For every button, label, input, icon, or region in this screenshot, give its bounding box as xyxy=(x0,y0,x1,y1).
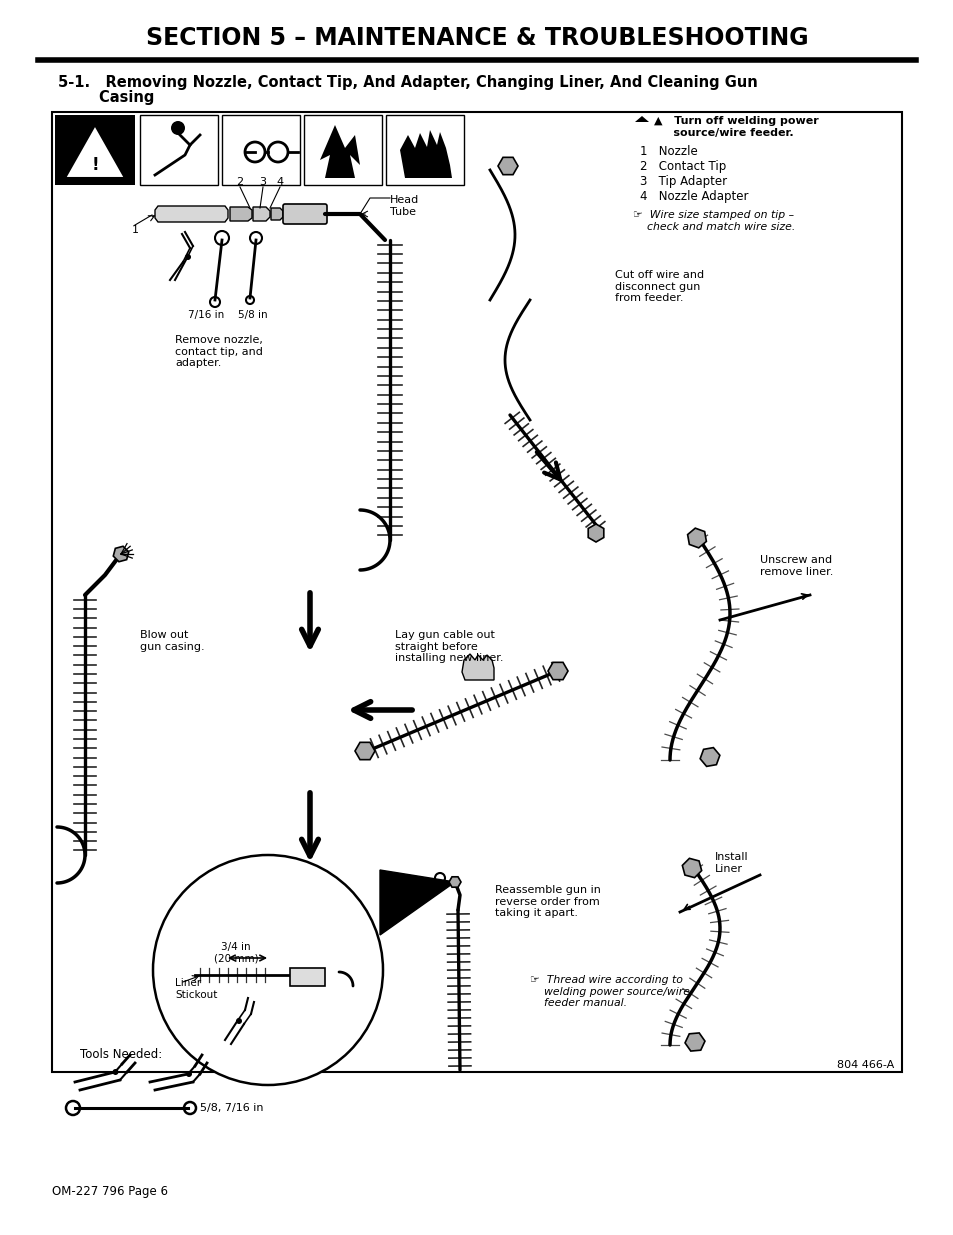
Bar xyxy=(55,115,135,185)
FancyBboxPatch shape xyxy=(283,204,327,224)
Circle shape xyxy=(235,1018,242,1024)
Text: source/wire feeder.: source/wire feeder. xyxy=(654,128,793,138)
Polygon shape xyxy=(230,207,252,221)
Bar xyxy=(140,115,218,185)
Polygon shape xyxy=(687,529,705,548)
Text: 2: 2 xyxy=(236,177,243,186)
Circle shape xyxy=(152,855,382,1086)
Text: 3   Tip Adapter: 3 Tip Adapter xyxy=(639,175,726,188)
Text: Tools Needed:: Tools Needed: xyxy=(80,1049,162,1061)
Text: check and match wire size.: check and match wire size. xyxy=(633,222,795,232)
Text: Remove nozzle,
contact tip, and
adapter.: Remove nozzle, contact tip, and adapter. xyxy=(174,335,263,368)
Text: ☞  Thread wire according to
    welding power source/wire
    feeder manual.: ☞ Thread wire according to welding power… xyxy=(530,974,689,1008)
Text: Blow out
gun casing.: Blow out gun casing. xyxy=(140,630,204,652)
Polygon shape xyxy=(588,524,603,542)
Circle shape xyxy=(186,1071,192,1077)
Text: ▲   Turn off welding power: ▲ Turn off welding power xyxy=(654,116,818,126)
Text: Lay gun cable out
straight before
installing new liner.: Lay gun cable out straight before instal… xyxy=(395,630,503,663)
Text: Reassemble gun in
reverse order from
taking it apart.: Reassemble gun in reverse order from tak… xyxy=(495,885,600,918)
Polygon shape xyxy=(449,877,460,887)
Polygon shape xyxy=(271,207,283,220)
Text: Install
Liner: Install Liner xyxy=(714,852,748,873)
Circle shape xyxy=(185,254,191,261)
Text: Unscrew and
remove liner.: Unscrew and remove liner. xyxy=(760,555,833,577)
Polygon shape xyxy=(461,655,494,680)
Polygon shape xyxy=(700,747,720,767)
Text: Head
Tube: Head Tube xyxy=(390,195,418,216)
Text: 5-1.   Removing Nozzle, Contact Tip, And Adapter, Changing Liner, And Cleaning G: 5-1. Removing Nozzle, Contact Tip, And A… xyxy=(58,75,757,90)
Text: Casing: Casing xyxy=(58,90,154,105)
Polygon shape xyxy=(681,858,700,878)
Text: Liner
Stickout: Liner Stickout xyxy=(174,978,217,999)
Circle shape xyxy=(112,1070,118,1074)
Text: 1: 1 xyxy=(132,225,138,235)
Text: 5/8 in: 5/8 in xyxy=(237,310,268,320)
Text: 4: 4 xyxy=(276,177,283,186)
Polygon shape xyxy=(635,116,648,122)
Polygon shape xyxy=(497,157,517,174)
Text: Cut off wire and
disconnect gun
from feeder.: Cut off wire and disconnect gun from fee… xyxy=(615,270,703,304)
Polygon shape xyxy=(399,130,452,178)
Polygon shape xyxy=(253,207,270,221)
Text: 2   Contact Tip: 2 Contact Tip xyxy=(639,161,725,173)
Polygon shape xyxy=(65,125,125,178)
Bar xyxy=(386,115,463,185)
Text: 3/4 in
(20 mm): 3/4 in (20 mm) xyxy=(213,942,258,963)
Polygon shape xyxy=(684,1032,704,1051)
Bar xyxy=(222,115,299,185)
Polygon shape xyxy=(547,662,567,679)
Text: SECTION 5 – MAINTENANCE & TROUBLESHOOTING: SECTION 5 – MAINTENANCE & TROUBLESHOOTIN… xyxy=(146,26,807,49)
Text: !: ! xyxy=(91,156,99,174)
Bar xyxy=(52,112,901,1072)
Text: OM-227 796 Page 6: OM-227 796 Page 6 xyxy=(52,1186,168,1198)
Text: 4   Nozzle Adapter: 4 Nozzle Adapter xyxy=(639,190,748,203)
Polygon shape xyxy=(154,206,228,222)
Text: 1   Nozzle: 1 Nozzle xyxy=(639,144,697,158)
Text: 5/8, 7/16 in: 5/8, 7/16 in xyxy=(200,1103,263,1113)
Polygon shape xyxy=(379,869,455,935)
Text: ☞  Wire size stamped on tip –: ☞ Wire size stamped on tip – xyxy=(633,210,793,220)
Polygon shape xyxy=(355,742,375,760)
Polygon shape xyxy=(319,125,359,178)
Polygon shape xyxy=(113,546,129,562)
Circle shape xyxy=(171,121,185,135)
Text: 3: 3 xyxy=(259,177,266,186)
Text: 7/16 in: 7/16 in xyxy=(188,310,224,320)
Text: 804 466-A: 804 466-A xyxy=(836,1060,893,1070)
Bar xyxy=(304,115,381,185)
FancyBboxPatch shape xyxy=(290,968,325,986)
